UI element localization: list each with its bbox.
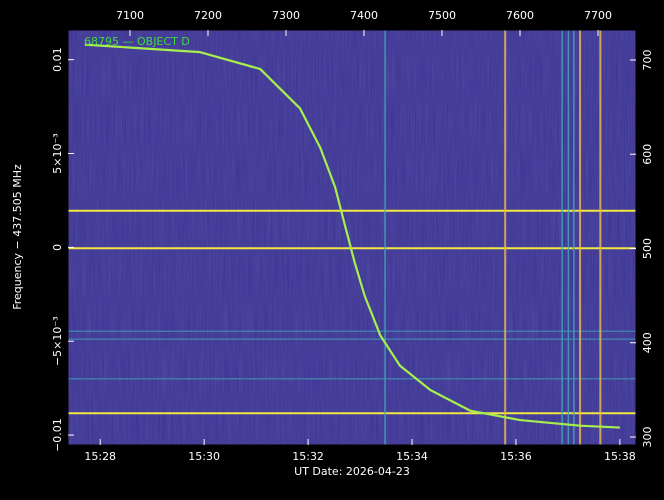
y-axis-label: Frequency − 437.505 MHz (11, 164, 24, 310)
left-tick-label: 0.01 (51, 47, 64, 72)
bottom-tick-label: 15:38 (604, 450, 636, 463)
top-tick-label: 7700 (584, 9, 612, 22)
right-tick-label: 400 (641, 332, 654, 353)
plot-noise (68, 30, 636, 445)
bottom-tick-label: 15:28 (84, 450, 116, 463)
top-tick-label: 7500 (428, 9, 456, 22)
bottom-tick-label: 15:34 (396, 450, 428, 463)
x-axis-label: UT Date: 2026-04-23 (294, 465, 410, 478)
series-label: 68795 — OBJECT D (84, 35, 190, 48)
plot-frame (67, 29, 637, 446)
right-tick-label: 600 (641, 144, 654, 165)
bottom-tick-label: 15:36 (500, 450, 532, 463)
left-tick-label: 5×10⁻³ (51, 133, 64, 173)
doppler-curve (84, 43, 620, 429)
left-tick-label: −5×10⁻³ (51, 316, 64, 366)
top-tick-label: 7100 (116, 9, 144, 22)
bottom-tick-label: 15:32 (292, 450, 324, 463)
left-tick-label: 0 (51, 244, 64, 251)
top-tick-label: 7400 (350, 9, 378, 22)
top-tick-label: 7600 (506, 9, 534, 22)
right-tick-label: 300 (641, 426, 654, 447)
right-tick-label: 700 (641, 49, 654, 70)
top-tick-label: 7300 (272, 9, 300, 22)
bottom-tick-label: 15:30 (188, 450, 220, 463)
top-tick-label: 7200 (194, 9, 222, 22)
right-tick-label: 500 (641, 238, 654, 259)
left-tick-label: −0.01 (51, 418, 64, 452)
